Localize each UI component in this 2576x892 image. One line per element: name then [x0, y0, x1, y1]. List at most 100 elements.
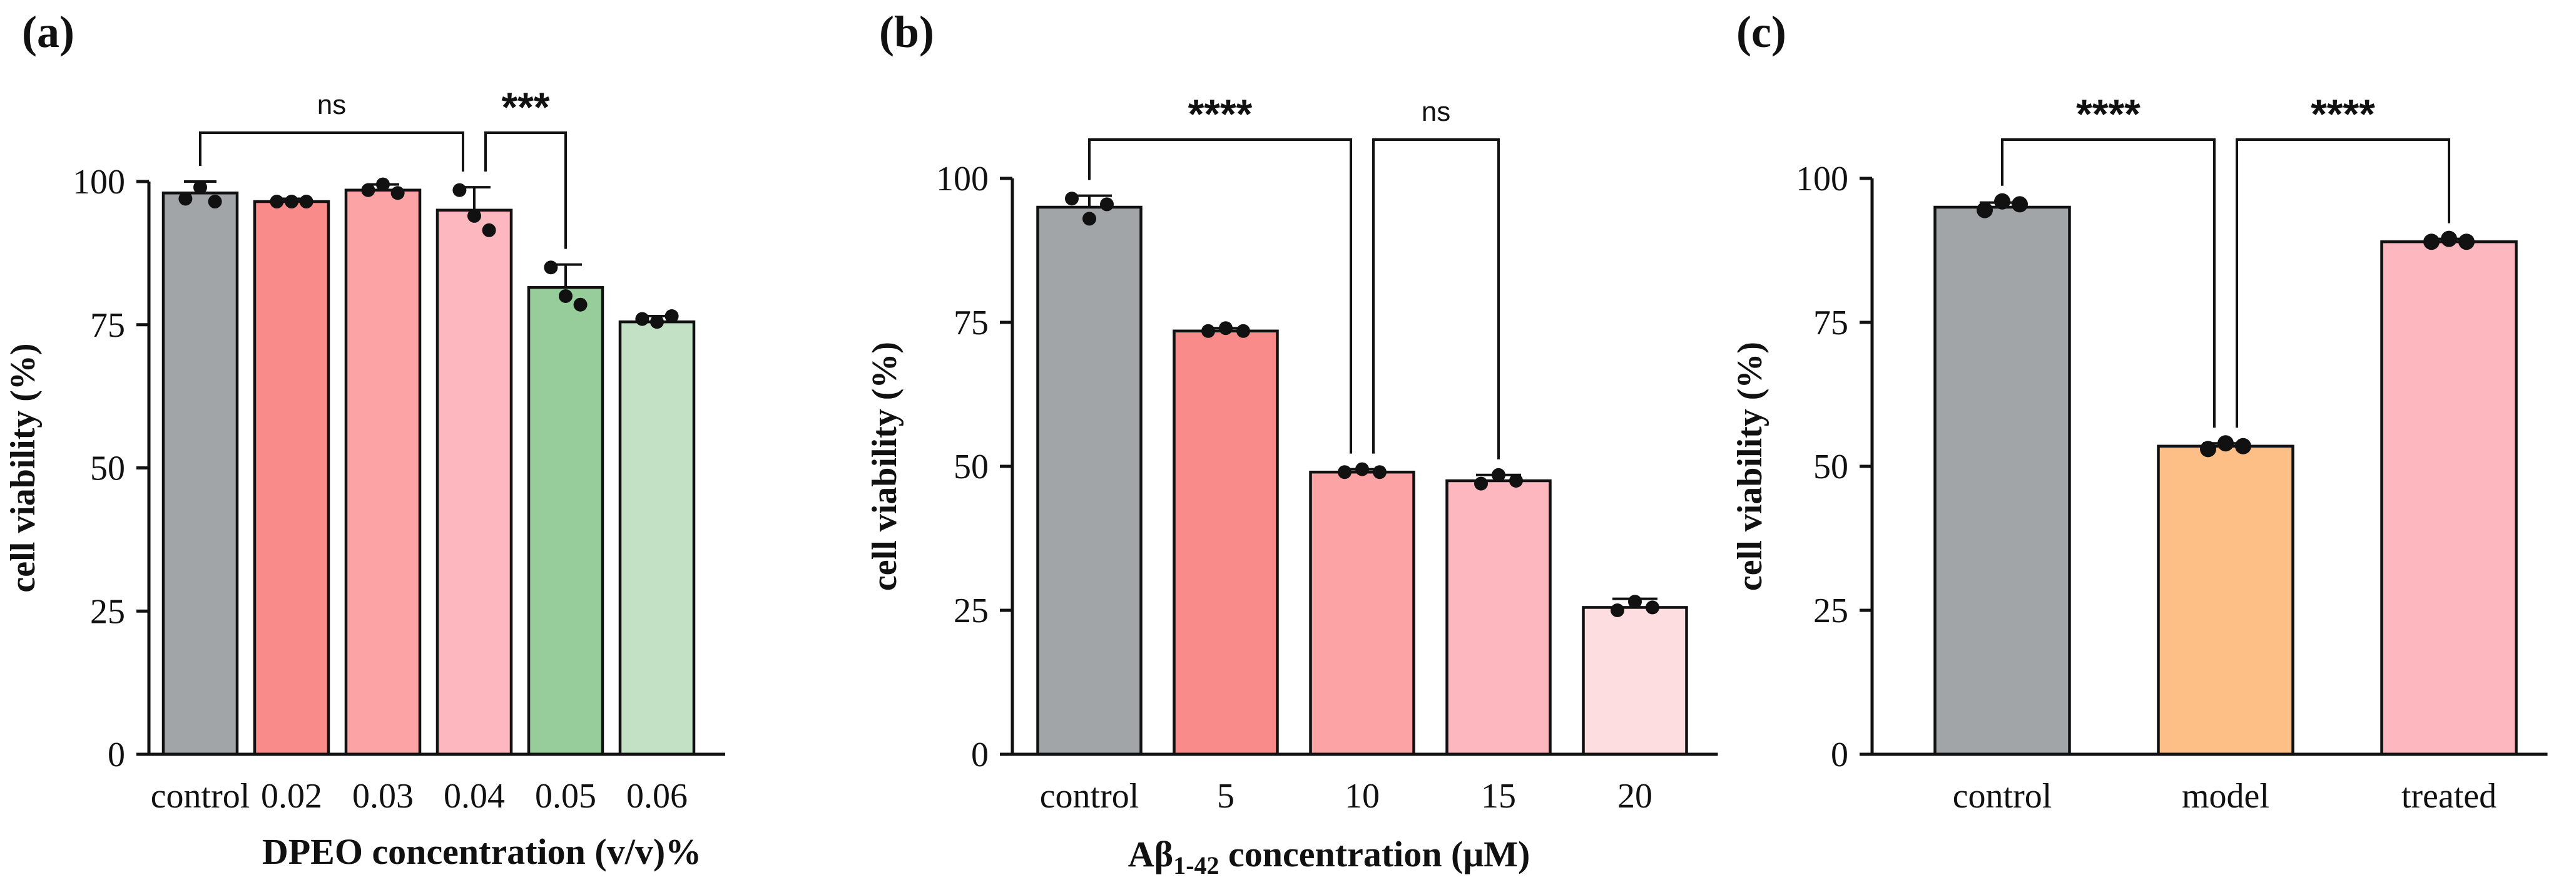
y-tick-label: 100 [1796, 160, 1848, 198]
bar [618, 320, 696, 756]
y-tick-label: 75 [90, 306, 125, 345]
panel-b: (b) 0 25 50 75 100 cell viability (%) control 5 1… [865, 7, 1718, 879]
data-point [178, 192, 193, 206]
y-tick-label: 100 [936, 160, 989, 198]
bar [1582, 606, 1688, 756]
data-point [573, 297, 588, 312]
y-axis-label: cell viability (%) [4, 343, 43, 592]
x-tick-label: control [1040, 777, 1139, 816]
bar [1445, 479, 1552, 756]
y-tick-label: 25 [1813, 592, 1848, 630]
data-point [452, 183, 467, 197]
y-tick-label: 50 [1813, 448, 1848, 486]
data-point [1509, 474, 1523, 488]
data-point [664, 309, 679, 324]
y-tick-label: 25 [90, 592, 125, 631]
significance-bracket [2001, 138, 2216, 428]
panel-a: (a) 0 25 50 75 100 cell viability (%) control 0.… [4, 7, 725, 872]
significance-label: **** [1188, 91, 1253, 137]
data-point [1994, 193, 2010, 210]
x-axis-label-part: Aβ [1128, 834, 1173, 874]
x-tick-label: control [151, 777, 250, 816]
bar [161, 192, 239, 756]
x-tick-label: 10 [1345, 777, 1380, 816]
data-point [1201, 324, 1215, 338]
y-tick-label: 0 [1831, 736, 1848, 774]
x-tick-label: 5 [1217, 777, 1235, 816]
x-tick-label: 0.06 [626, 777, 688, 816]
bar [344, 188, 422, 756]
data-point [1373, 465, 1387, 479]
y-axis-label: cell viability (%) [865, 342, 904, 591]
data-point [376, 177, 390, 192]
data-point [1065, 192, 1079, 206]
data-point [2012, 196, 2028, 213]
data-point [1628, 595, 1642, 609]
x-axis-label: Aβ1-42 concentration (μM) [1128, 834, 1530, 879]
data-point [2235, 438, 2251, 454]
data-point [1474, 476, 1488, 491]
data-point [1082, 212, 1096, 226]
bar [253, 200, 330, 756]
x-tick-label: 0.04 [444, 777, 505, 816]
panel-label: (b) [879, 7, 934, 57]
bar [1036, 205, 1143, 756]
x-tick-label: 0.03 [352, 777, 414, 816]
significance-label: *** [501, 84, 549, 130]
y-tick-label: 0 [108, 736, 125, 774]
bar [2157, 444, 2294, 756]
data-point [270, 195, 284, 209]
x-tick-label: control [1953, 777, 2052, 816]
data-point [361, 183, 375, 197]
data-point [1236, 324, 1250, 338]
significance-bracket [2236, 138, 2450, 428]
significance-label: ns [317, 90, 346, 120]
x-tick-label: 0.02 [261, 777, 322, 816]
bar [527, 286, 604, 756]
data-point [482, 223, 496, 237]
data-point [1100, 197, 1114, 212]
y-tick-label: 75 [954, 304, 989, 342]
data-point [1338, 465, 1352, 479]
x-tick-label: 20 [1617, 777, 1652, 816]
significance-bracket [1088, 138, 1352, 454]
significance-bracket [199, 131, 464, 172]
y-tick-label: 0 [971, 736, 989, 774]
x-axis-label-part: DPEO concentration (v/v)% [262, 831, 701, 872]
data-point [559, 289, 573, 303]
significance-label: ns [1422, 96, 1450, 127]
data-point [1355, 462, 1369, 476]
bar [2380, 240, 2518, 756]
data-point [635, 312, 649, 326]
data-point [390, 186, 405, 200]
x-tick-label: model [2182, 777, 2269, 816]
data-point [193, 180, 207, 195]
panel-label: (a) [22, 7, 74, 57]
data-point [299, 195, 313, 209]
x-axis-label-subscript: 1-42 [1173, 851, 1219, 879]
bar [1309, 470, 1415, 756]
bar [1933, 205, 2071, 756]
y-tick-label: 100 [73, 163, 125, 202]
data-point [2217, 435, 2234, 452]
y-axis-label: cell viability (%) [1731, 342, 1769, 591]
x-axis-label: DPEO concentration (v/v)% [262, 831, 701, 872]
data-point [2200, 441, 2216, 458]
x-tick-label: 0.05 [535, 777, 596, 816]
data-point [208, 195, 222, 209]
data-point [1611, 603, 1624, 617]
panel-label: (c) [1736, 7, 1786, 57]
data-point [285, 195, 298, 209]
data-point [1492, 468, 1505, 482]
data-point [2423, 233, 2440, 250]
x-axis-label-part: concentration (μM) [1219, 834, 1530, 874]
data-point [1977, 202, 1993, 218]
data-point [2441, 230, 2457, 247]
significance-label: **** [2311, 91, 2375, 137]
x-tick-label: treated [2401, 777, 2497, 816]
y-tick-label: 25 [954, 592, 989, 630]
data-point [1646, 600, 1659, 615]
x-tick-label: 15 [1481, 777, 1516, 816]
data-point [2458, 233, 2475, 250]
